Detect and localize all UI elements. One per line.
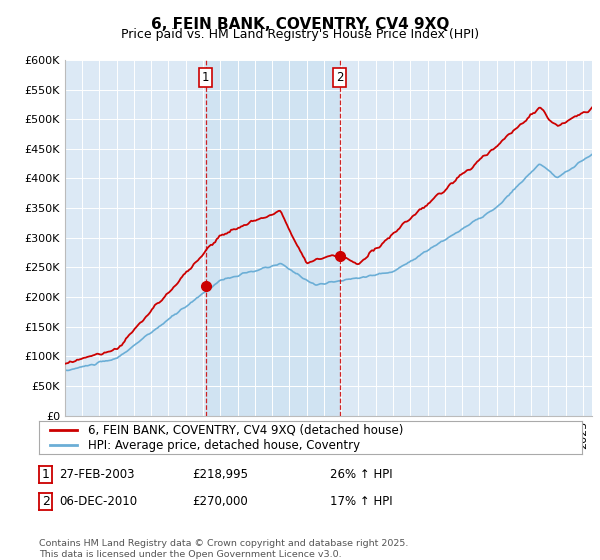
Text: £270,000: £270,000 bbox=[192, 494, 248, 508]
Text: 6, FEIN BANK, COVENTRY, CV4 9XQ: 6, FEIN BANK, COVENTRY, CV4 9XQ bbox=[151, 17, 449, 32]
Text: 2: 2 bbox=[336, 71, 344, 84]
Text: 26% ↑ HPI: 26% ↑ HPI bbox=[330, 468, 392, 482]
Bar bbox=[206, 60, 340, 416]
Text: 27-FEB-2003: 27-FEB-2003 bbox=[59, 468, 134, 482]
Text: 17% ↑ HPI: 17% ↑ HPI bbox=[330, 494, 392, 508]
Text: 2: 2 bbox=[41, 494, 50, 508]
Text: Contains HM Land Registry data © Crown copyright and database right 2025.
This d: Contains HM Land Registry data © Crown c… bbox=[39, 539, 409, 559]
Text: Price paid vs. HM Land Registry's House Price Index (HPI): Price paid vs. HM Land Registry's House … bbox=[121, 28, 479, 41]
Text: 1: 1 bbox=[202, 71, 209, 84]
Text: 1: 1 bbox=[41, 468, 50, 482]
Text: 6, FEIN BANK, COVENTRY, CV4 9XQ (detached house): 6, FEIN BANK, COVENTRY, CV4 9XQ (detache… bbox=[88, 424, 403, 437]
Text: £218,995: £218,995 bbox=[192, 468, 248, 482]
Text: 06-DEC-2010: 06-DEC-2010 bbox=[59, 494, 137, 508]
Text: HPI: Average price, detached house, Coventry: HPI: Average price, detached house, Cove… bbox=[88, 438, 360, 452]
